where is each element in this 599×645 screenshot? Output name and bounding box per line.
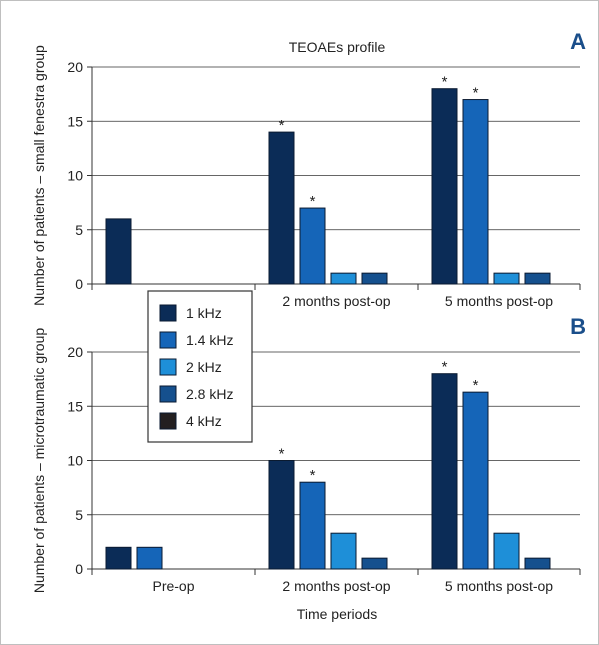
legend-label: 2.8 kHz [186, 386, 233, 402]
y-tick-label: 10 [67, 453, 83, 469]
bar-2-khz [493, 532, 520, 570]
bar-1-4-khz [462, 99, 489, 285]
chart-title: TEOAEs profile [289, 39, 386, 55]
bar-2-8-khz [361, 557, 388, 570]
y-axis-label: Number of patients – microtraumatic grou… [31, 328, 47, 594]
significance-marker: * [473, 377, 479, 394]
bar-1-khz [105, 218, 132, 285]
y-tick-label: 20 [67, 344, 83, 360]
bar-2-khz [330, 272, 357, 285]
bar-1-4-khz [299, 481, 326, 570]
significance-marker: * [442, 74, 448, 91]
x-tick-label: 5 months post-op [445, 578, 553, 594]
legend-label: 4 kHz [186, 413, 222, 429]
legend-swatch [159, 358, 177, 376]
bar-1-khz [431, 373, 458, 570]
bar-1-khz [268, 460, 295, 570]
bar-2-8-khz [524, 557, 551, 570]
y-axis-label: Number of patients – small fenestra grou… [31, 45, 47, 306]
x-tick-label: 2 months post-op [282, 578, 390, 594]
bar-1-4-khz [462, 391, 489, 570]
significance-marker: * [310, 467, 316, 484]
legend-swatch [159, 304, 177, 322]
bar-1-khz [268, 131, 295, 285]
bar-2-8-khz [524, 272, 551, 285]
legend-swatch [159, 412, 177, 430]
y-tick-label: 5 [75, 222, 83, 238]
y-tick-label: 10 [67, 168, 83, 184]
legend-swatch [159, 331, 177, 349]
bar-1-4-khz [136, 546, 163, 570]
y-tick-label: 0 [75, 561, 83, 577]
y-tick-label: 15 [67, 398, 83, 414]
bar-1-4-khz [299, 207, 326, 285]
y-tick-label: 15 [67, 113, 83, 129]
bar-2-khz [330, 532, 357, 570]
significance-marker: * [310, 193, 316, 210]
x-axis-label: Time periods [297, 606, 377, 622]
significance-marker: * [279, 446, 285, 463]
panel-letter: A [570, 29, 586, 54]
significance-marker: * [279, 117, 285, 134]
panel-letter: B [570, 314, 586, 339]
x-tick-label: 2 months post-op [282, 293, 390, 309]
bar-2-8-khz [361, 272, 388, 285]
x-tick-label: 5 months post-op [445, 293, 553, 309]
legend-label: 1.4 kHz [186, 332, 233, 348]
x-tick-label: Pre-op [152, 578, 194, 594]
bar-1-khz [431, 88, 458, 285]
legend-label: 2 kHz [186, 359, 222, 375]
legend-label: 1 kHz [186, 305, 222, 321]
legend-swatch [159, 385, 177, 403]
y-tick-label: 20 [67, 59, 83, 75]
significance-marker: * [442, 359, 448, 376]
significance-marker: * [473, 85, 479, 102]
bar-2-khz [493, 272, 520, 285]
y-tick-label: 5 [75, 507, 83, 523]
bar-1-khz [105, 546, 132, 570]
y-tick-label: 0 [75, 276, 83, 292]
